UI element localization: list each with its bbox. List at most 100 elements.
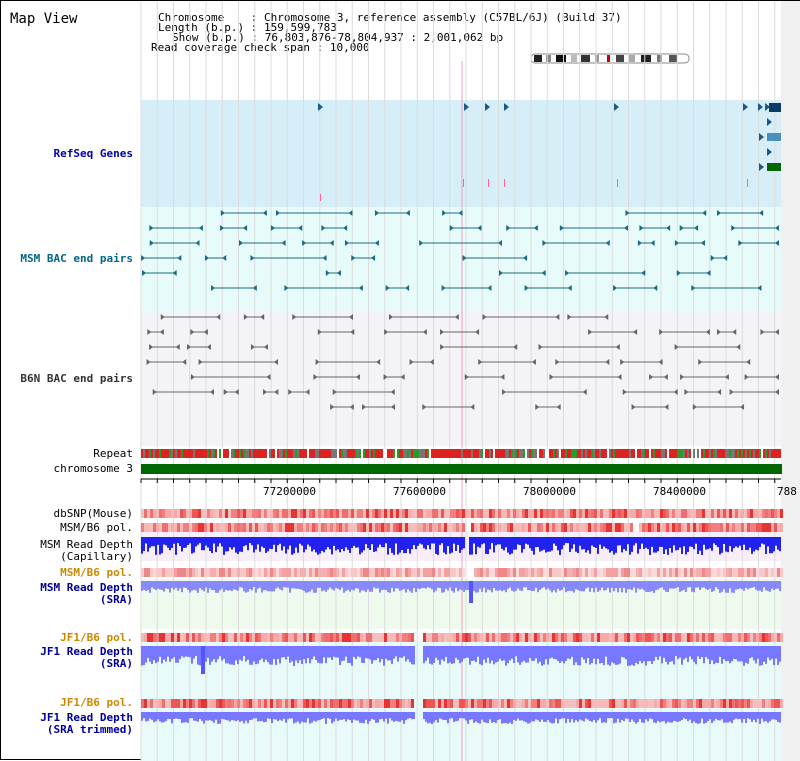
b6n-bac-end-marker xyxy=(502,389,507,395)
repeat-segment xyxy=(355,449,357,458)
track-label-repeat[interactable]: Repeat xyxy=(93,447,133,460)
jf1-depth-trimmed-bar xyxy=(517,712,519,719)
msm-bac-end-marker xyxy=(650,240,655,246)
jf1-b6-pol-2-cell xyxy=(522,699,525,708)
msm-b6-pol-cell xyxy=(621,523,624,532)
msm-b6-pol-2-cell xyxy=(321,568,324,577)
jf1-depth-sra-bar xyxy=(307,646,309,659)
jf1-depth-sra-bar xyxy=(583,646,585,660)
dbsnp-cell xyxy=(507,509,510,518)
msm-b6-pol-2-cell xyxy=(276,568,279,577)
track-label-refseq[interactable]: RefSeq Genes xyxy=(53,147,133,160)
jf1-depth-trimmed-bar xyxy=(471,712,473,720)
jf1-b6-pol-2-cell xyxy=(501,699,504,708)
track-label-jf1-b6-pol-2[interactable]: JF1/B6 pol. xyxy=(60,696,133,709)
jf1-b6-pol-cell xyxy=(600,633,603,642)
track-label-chromosome[interactable]: chromosome 3 xyxy=(53,462,133,475)
msm-depth-capillary-bar xyxy=(275,537,277,553)
b6n-bac-end-marker xyxy=(740,404,745,410)
track-label-b6n-bac[interactable]: B6N BAC end pairs xyxy=(20,372,133,385)
dbsnp-cell xyxy=(450,509,453,518)
repeat-segment xyxy=(695,449,697,458)
msm-depth-capillary-bar xyxy=(497,537,499,545)
track-label-jf1-depth-trim[interactable]: JF1 Read Depth xyxy=(40,711,133,724)
repeat-segment xyxy=(243,449,245,458)
jf1-depth-trimmed-bar xyxy=(211,712,213,722)
repeat-segment xyxy=(397,449,399,458)
track-label-jf1-depth-sra[interactable]: JF1 Read Depth xyxy=(40,645,133,658)
jf1-depth-trimmed-bar xyxy=(229,712,231,722)
msm-b6-pol-cell xyxy=(648,523,651,532)
jf1-depth-sra-bar xyxy=(183,646,185,658)
msm-bac-end-marker xyxy=(198,225,203,231)
msm-depth-capillary-bar xyxy=(447,537,449,547)
jf1-b6-pol-2-cell xyxy=(321,699,324,708)
msm-depth-capillary-bar xyxy=(209,537,211,552)
jf1-depth-sra-bar xyxy=(155,646,157,664)
jf1-depth-trimmed-bar xyxy=(345,712,347,722)
jf1-depth-trimmed-bar xyxy=(245,712,247,721)
msm-depth-sra-bar xyxy=(555,581,557,593)
jf1-depth-sra-bar xyxy=(273,646,275,660)
msm-b6-pol-cell xyxy=(171,523,174,532)
jf1-b6-pol-cell xyxy=(684,633,687,642)
msm-depth-sra-bar xyxy=(533,581,535,591)
track-label-msm-depth-sra[interactable]: MSM Read Depth xyxy=(40,581,133,594)
jf1-depth-sra-bar xyxy=(321,646,323,664)
jf1-b6-pol-cell xyxy=(609,633,612,642)
msm-depth-sra-bar xyxy=(581,581,583,592)
repeat-segment xyxy=(339,449,341,458)
repeat-segment xyxy=(349,449,351,458)
jf1-b6-pol-2-cell xyxy=(528,699,531,708)
jf1-b6-pol-cell xyxy=(681,633,684,642)
b6n-bac-end-marker xyxy=(500,374,505,380)
jf1-depth-sra-bar xyxy=(541,646,543,666)
msm-b6-pol-cell xyxy=(579,523,582,532)
jf1-b6-pol-2-cell xyxy=(750,699,753,708)
track-label-msm-b6-pol[interactable]: MSM/B6 pol. xyxy=(60,521,133,534)
chromosome-ideogram[interactable] xyxy=(530,53,690,64)
b6n-bac-end-marker xyxy=(266,374,271,380)
msm-depth-capillary-bar xyxy=(589,537,591,554)
msm-bac-end-marker xyxy=(731,225,736,231)
jf1-b6-pol-2-cell xyxy=(684,699,687,708)
jf1-depth-sra-bar xyxy=(533,646,535,661)
track-label-msm-b6-pol-2[interactable]: MSM/B6 pol. xyxy=(60,566,133,579)
repeat-segment xyxy=(269,449,271,458)
jf1-b6-pol-2-cell xyxy=(570,699,573,708)
msm-depth-capillary-bar xyxy=(227,537,229,552)
msm-b6-pol-2-cell xyxy=(429,568,432,577)
msm-depth-capillary-bar xyxy=(193,537,195,553)
jf1-depth-trimmed-bar xyxy=(515,712,517,721)
track-label-msm-depth-capillary[interactable]: MSM Read Depth xyxy=(40,538,133,551)
msm-depth-sra-bar xyxy=(621,581,623,593)
jf1-depth-sra-bar xyxy=(679,646,681,658)
repeat-segment xyxy=(609,449,611,458)
msm-b6-pol-cell xyxy=(225,523,228,532)
b6n-bac-end-marker xyxy=(470,404,475,410)
track-label-jf1-b6-pol[interactable]: JF1/B6 pol. xyxy=(60,631,133,644)
track-label-dbsnp[interactable]: dbSNP(Mouse) xyxy=(53,507,133,520)
msm-depth-sra-bar xyxy=(279,581,281,590)
msm-depth-sra-bar xyxy=(189,581,191,593)
refseq-gene-block xyxy=(767,163,781,171)
jf1-b6-pol-cell xyxy=(204,633,207,642)
msm-depth-sra-bar xyxy=(771,581,773,589)
track-label-msm-bac[interactable]: MSM BAC end pairs xyxy=(20,252,133,265)
jf1-depth-sra-bar xyxy=(617,646,619,665)
jf1-b6-pol-cell xyxy=(483,633,486,642)
jf1-b6-pol-cell xyxy=(192,633,195,642)
msm-bac-end-marker xyxy=(694,225,699,231)
msm-depth-sra-bar xyxy=(603,581,605,591)
jf1-depth-trimmed-bar xyxy=(233,712,235,721)
jf1-b6-pol-2-cell xyxy=(762,699,765,708)
jf1-b6-pol-2-cell xyxy=(726,699,729,708)
msm-b6-pol-2-cell xyxy=(213,568,216,577)
msm-b6-pol-2-cell xyxy=(711,568,714,577)
msm-depth-sra-bar xyxy=(195,581,197,591)
msm-depth-capillary-bar xyxy=(557,537,559,551)
msm-depth-capillary-bar xyxy=(225,537,227,552)
jf1-depth-trimmed-bar xyxy=(599,712,601,719)
jf1-b6-pol-cell xyxy=(756,633,759,642)
dbsnp-cell xyxy=(171,509,174,518)
